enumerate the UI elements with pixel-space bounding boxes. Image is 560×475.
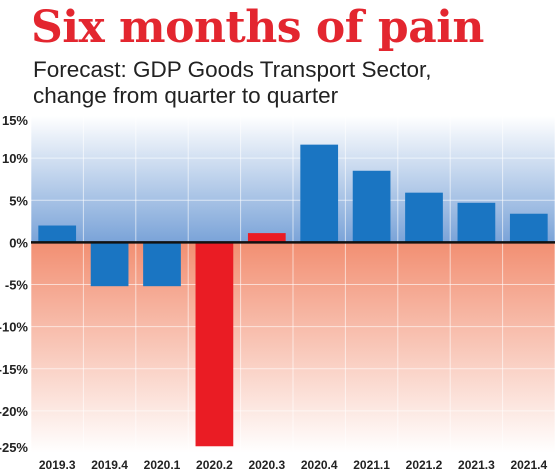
x-tick-label: 2020.4 [301, 458, 338, 472]
chart-title: Six months of pain [31, 2, 484, 53]
x-tick-label: 2021.3 [458, 458, 495, 472]
bar-2020.1 [143, 242, 181, 287]
subtitle-line-2: change from quarter to quarter [33, 83, 339, 108]
bar-2020.2 [195, 242, 234, 447]
bars [38, 144, 548, 447]
y-tick-label: 10% [2, 151, 28, 166]
y-tick-label: -20% [0, 404, 28, 419]
bar-2019.3 [38, 225, 77, 243]
y-tick-label: 5% [9, 193, 28, 208]
y-tick-label: 15% [2, 113, 28, 128]
y-tick-label: -15% [0, 362, 28, 377]
bar-2019.4 [90, 242, 129, 287]
x-tick-label: 2019.4 [91, 458, 128, 472]
bar-2021.1 [352, 170, 391, 243]
x-tick-label: 2021.2 [406, 458, 443, 472]
bar-2020.3 [247, 233, 286, 243]
x-tick-label: 2020.1 [144, 458, 181, 472]
y-tick-label: -25% [0, 440, 28, 455]
y-tick-label: 0% [9, 235, 28, 250]
bar-2021.2 [405, 192, 443, 243]
y-tick-label: -10% [0, 320, 28, 335]
x-tick-label: 2020.3 [248, 458, 285, 472]
subtitle-line-1: Forecast: GDP Goods Transport Sector, [33, 57, 432, 82]
y-tick-label: -5% [5, 278, 29, 293]
x-axis-ticks: 2019.3 2019.4 2020.1 2020.2 2020.3 2020.4 2021… [39, 458, 548, 472]
x-tick-label: 2021.1 [353, 458, 390, 472]
bar-2021.3 [457, 202, 496, 243]
x-tick-label: 2019.3 [39, 458, 76, 472]
bar-2021.4 [509, 213, 548, 243]
chart-subtitle: Forecast: GDP Goods Transport Sector, ch… [33, 57, 553, 109]
y-axis-ticks: 15% 10% 5% 0% -5% -10% -15% -20% -25% [0, 113, 28, 455]
x-tick-label: 2021.4 [510, 458, 547, 472]
bar-2020.4 [300, 144, 339, 243]
x-tick-label: 2020.2 [196, 458, 233, 472]
